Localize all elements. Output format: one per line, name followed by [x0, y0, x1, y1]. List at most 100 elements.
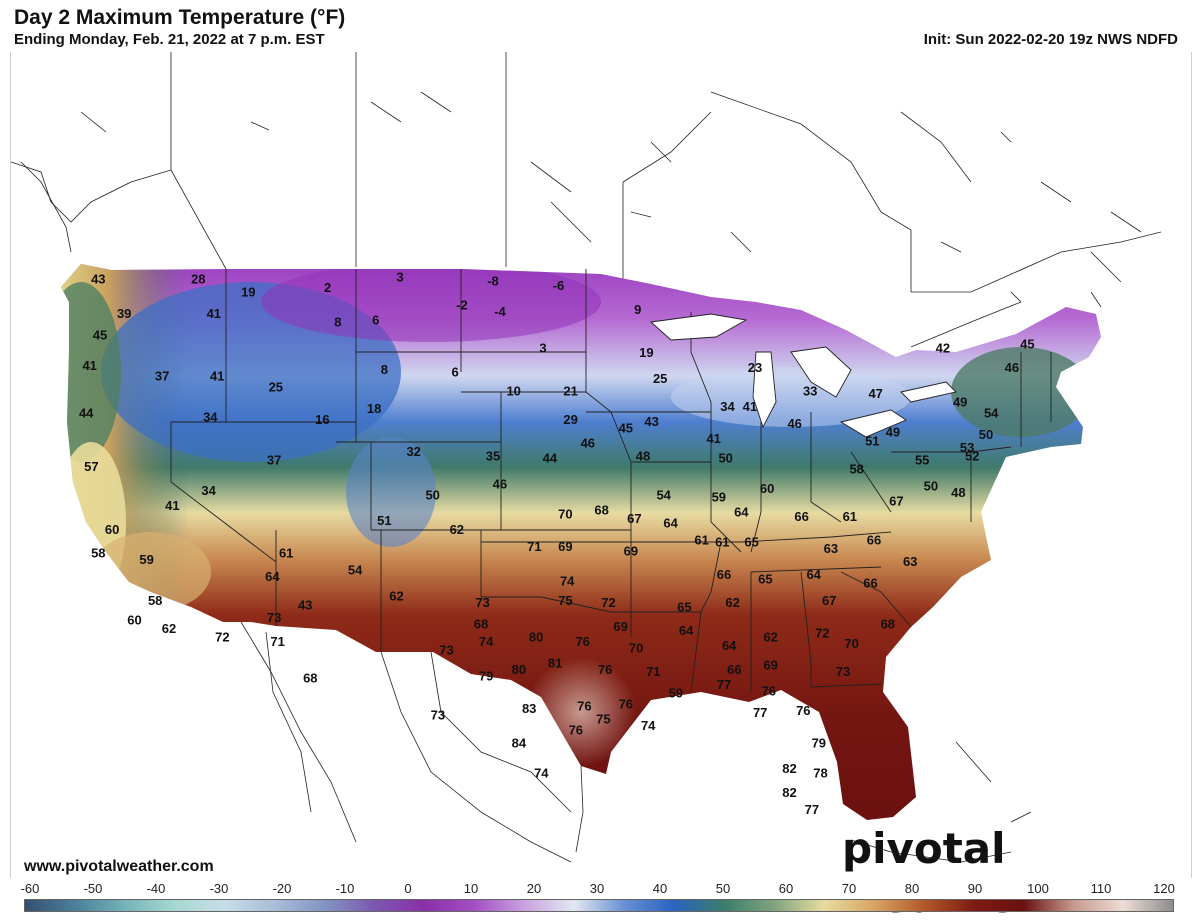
temperature-value: 9	[634, 302, 641, 317]
temperature-value: 59	[669, 686, 683, 701]
temperature-value: 69	[624, 543, 638, 558]
temperature-value: 78	[813, 766, 827, 781]
temperature-value: 73	[475, 595, 489, 610]
colorbar-tick: 0	[404, 881, 412, 896]
temperature-value: 45	[619, 420, 633, 435]
colorbar-tick: 20	[526, 881, 542, 896]
temperature-value: 39	[117, 306, 131, 321]
colorbar-tick: 50	[715, 881, 731, 896]
temperature-value: 63	[824, 541, 838, 556]
temperature-value: 72	[215, 630, 229, 645]
temperature-value: 67	[889, 494, 903, 509]
temperature-field	[61, 264, 1101, 820]
temperature-value: 8	[334, 315, 341, 330]
temperature-value: 68	[303, 671, 317, 686]
temperature-value: 68	[881, 617, 895, 632]
temperature-value: 50	[425, 487, 439, 502]
temperature-value: 61	[694, 533, 708, 548]
colorbar	[24, 899, 1174, 912]
model-init-time: Init: Sun 2022-02-20 19z NWS NDFD	[923, 31, 1178, 48]
temperature-value: -2	[456, 298, 468, 313]
temperature-value: 3	[539, 341, 546, 356]
temperature-value: 32	[406, 444, 420, 459]
temperature-value: 66	[717, 567, 731, 582]
temperature-value: 64	[806, 567, 821, 582]
colorbar-tick: -60	[20, 881, 40, 896]
temperature-value: 65	[744, 535, 758, 550]
temperature-value: 33	[803, 384, 817, 399]
valid-time: Ending Monday, Feb. 21, 2022 at 7 p.m. E…	[14, 31, 325, 48]
temperature-value: 83	[522, 701, 536, 716]
temperature-value: 23	[748, 360, 762, 375]
temperature-value: -8	[487, 274, 499, 289]
temperature-value: 60	[105, 522, 119, 537]
temperature-value: 46	[1005, 360, 1019, 375]
temperature-value: 69	[558, 539, 572, 554]
temperature-value: 80	[512, 662, 526, 677]
temperature-value: 44	[79, 405, 94, 420]
temperature-value: 73	[267, 610, 281, 625]
temperature-value: 64	[679, 623, 694, 638]
temperature-value: 75	[558, 593, 572, 608]
temperature-value: 64	[722, 638, 737, 653]
temperature-value: 46	[787, 416, 801, 431]
temperature-value: 77	[753, 705, 767, 720]
temperature-value: 70	[558, 507, 572, 522]
temperature-value: 47	[868, 386, 882, 401]
temperature-value: 19	[639, 345, 653, 360]
temperature-value: 69	[613, 619, 627, 634]
temperature-value: 18	[367, 401, 381, 416]
temperature-value: 65	[677, 599, 691, 614]
temperature-value: 28	[191, 272, 205, 287]
colorbar-tick: 110	[1090, 881, 1112, 896]
temperature-value: 76	[762, 684, 776, 699]
temperature-value: 49	[953, 395, 967, 410]
temperature-value: 68	[474, 617, 488, 632]
temperature-value: 46	[581, 436, 595, 451]
temperature-value: 50	[924, 479, 938, 494]
temperature-value: 58	[148, 593, 162, 608]
temperature-value: 52	[965, 448, 979, 463]
temperature-value: 66	[794, 509, 808, 524]
temperature-value: 3	[396, 269, 403, 284]
temperature-value: 82	[782, 785, 796, 800]
temperature-value: 58	[849, 461, 863, 476]
temperature-value: 73	[431, 707, 445, 722]
temperature-map: 43 28 19 2 3 -8 -6 39 41 8 6 -2 -4 9 45 3 19 41 37 41 8 6 25 23…	[10, 52, 1192, 878]
temperature-value: 62	[389, 589, 403, 604]
temperature-value: 50	[979, 427, 993, 442]
temperature-value: 42	[936, 341, 950, 356]
temperature-value: 68	[594, 502, 608, 517]
temperature-value: 64	[734, 505, 749, 520]
temperature-value: 76	[575, 634, 589, 649]
temperature-value: 43	[298, 597, 312, 612]
temperature-value: 51	[377, 513, 391, 528]
temperature-value: 48	[951, 485, 965, 500]
temperature-value: 43	[644, 414, 658, 429]
temperature-value: 70	[629, 640, 643, 655]
temperature-value: 21	[563, 384, 577, 399]
temperature-value: 73	[836, 664, 850, 679]
temperature-value: 75	[596, 712, 610, 727]
colorbar-tick: 60	[778, 881, 794, 896]
temperature-value: 62	[450, 522, 464, 537]
temperature-value: 80	[529, 630, 543, 645]
map-title: Day 2 Maximum Temperature (°F)	[14, 6, 346, 29]
temperature-value: 67	[627, 511, 641, 526]
temperature-value: 79	[812, 735, 826, 750]
temperature-value: 41	[743, 399, 757, 414]
temperature-value: 35	[486, 448, 500, 463]
temperature-value: 58	[91, 546, 105, 561]
colorbar-tick: -50	[83, 881, 103, 896]
temperature-value: 2	[324, 280, 331, 295]
temperature-value: 70	[844, 636, 858, 651]
temperature-value: 59	[139, 552, 153, 567]
colorbar-tick: 70	[841, 881, 857, 896]
temperature-value: 76	[598, 662, 612, 677]
temperature-value: 37	[155, 369, 169, 384]
temperature-value: 74	[641, 718, 656, 733]
colorbar-tick: -10	[335, 881, 355, 896]
colorbar-tick: 80	[904, 881, 920, 896]
great-lakes	[649, 313, 957, 438]
